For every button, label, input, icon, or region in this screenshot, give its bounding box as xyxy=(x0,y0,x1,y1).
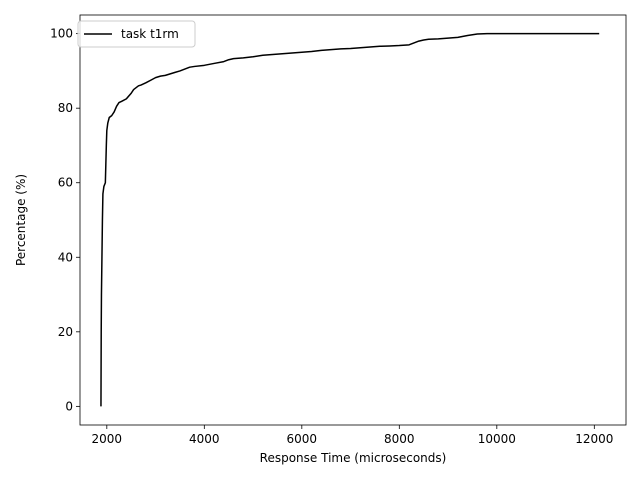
y-tick-label: 0 xyxy=(65,399,73,413)
x-axis-ticks: 2000 4000 6000 8000 10000 12000 xyxy=(92,425,613,446)
y-axis-ticks: 0 20 40 60 80 100 xyxy=(50,27,80,413)
y-tick-label: 60 xyxy=(58,176,73,190)
legend-entry-task-t1rm: task t1rm xyxy=(121,27,179,41)
legend-box xyxy=(77,20,196,48)
x-tick-label: 2000 xyxy=(92,432,123,446)
series-line-0 xyxy=(100,32,600,407)
x-tick-label: 4000 xyxy=(189,432,220,446)
axes-frame xyxy=(79,14,627,426)
y-tick-label: 40 xyxy=(58,250,73,264)
y-tick-label: 80 xyxy=(58,101,73,115)
y-axis-label: Percentage (%) xyxy=(14,174,28,266)
x-tick-label: 10000 xyxy=(478,432,516,446)
y-tick-label: 100 xyxy=(50,27,73,41)
x-tick-label: 6000 xyxy=(287,432,318,446)
plot-area xyxy=(79,14,627,426)
x-tick-label: 8000 xyxy=(384,432,415,446)
y-tick-label: 20 xyxy=(58,325,73,339)
legend: task t1rm xyxy=(77,20,196,48)
x-tick-label: 12000 xyxy=(575,432,613,446)
x-axis-label: Response Time (microseconds) xyxy=(260,451,447,465)
